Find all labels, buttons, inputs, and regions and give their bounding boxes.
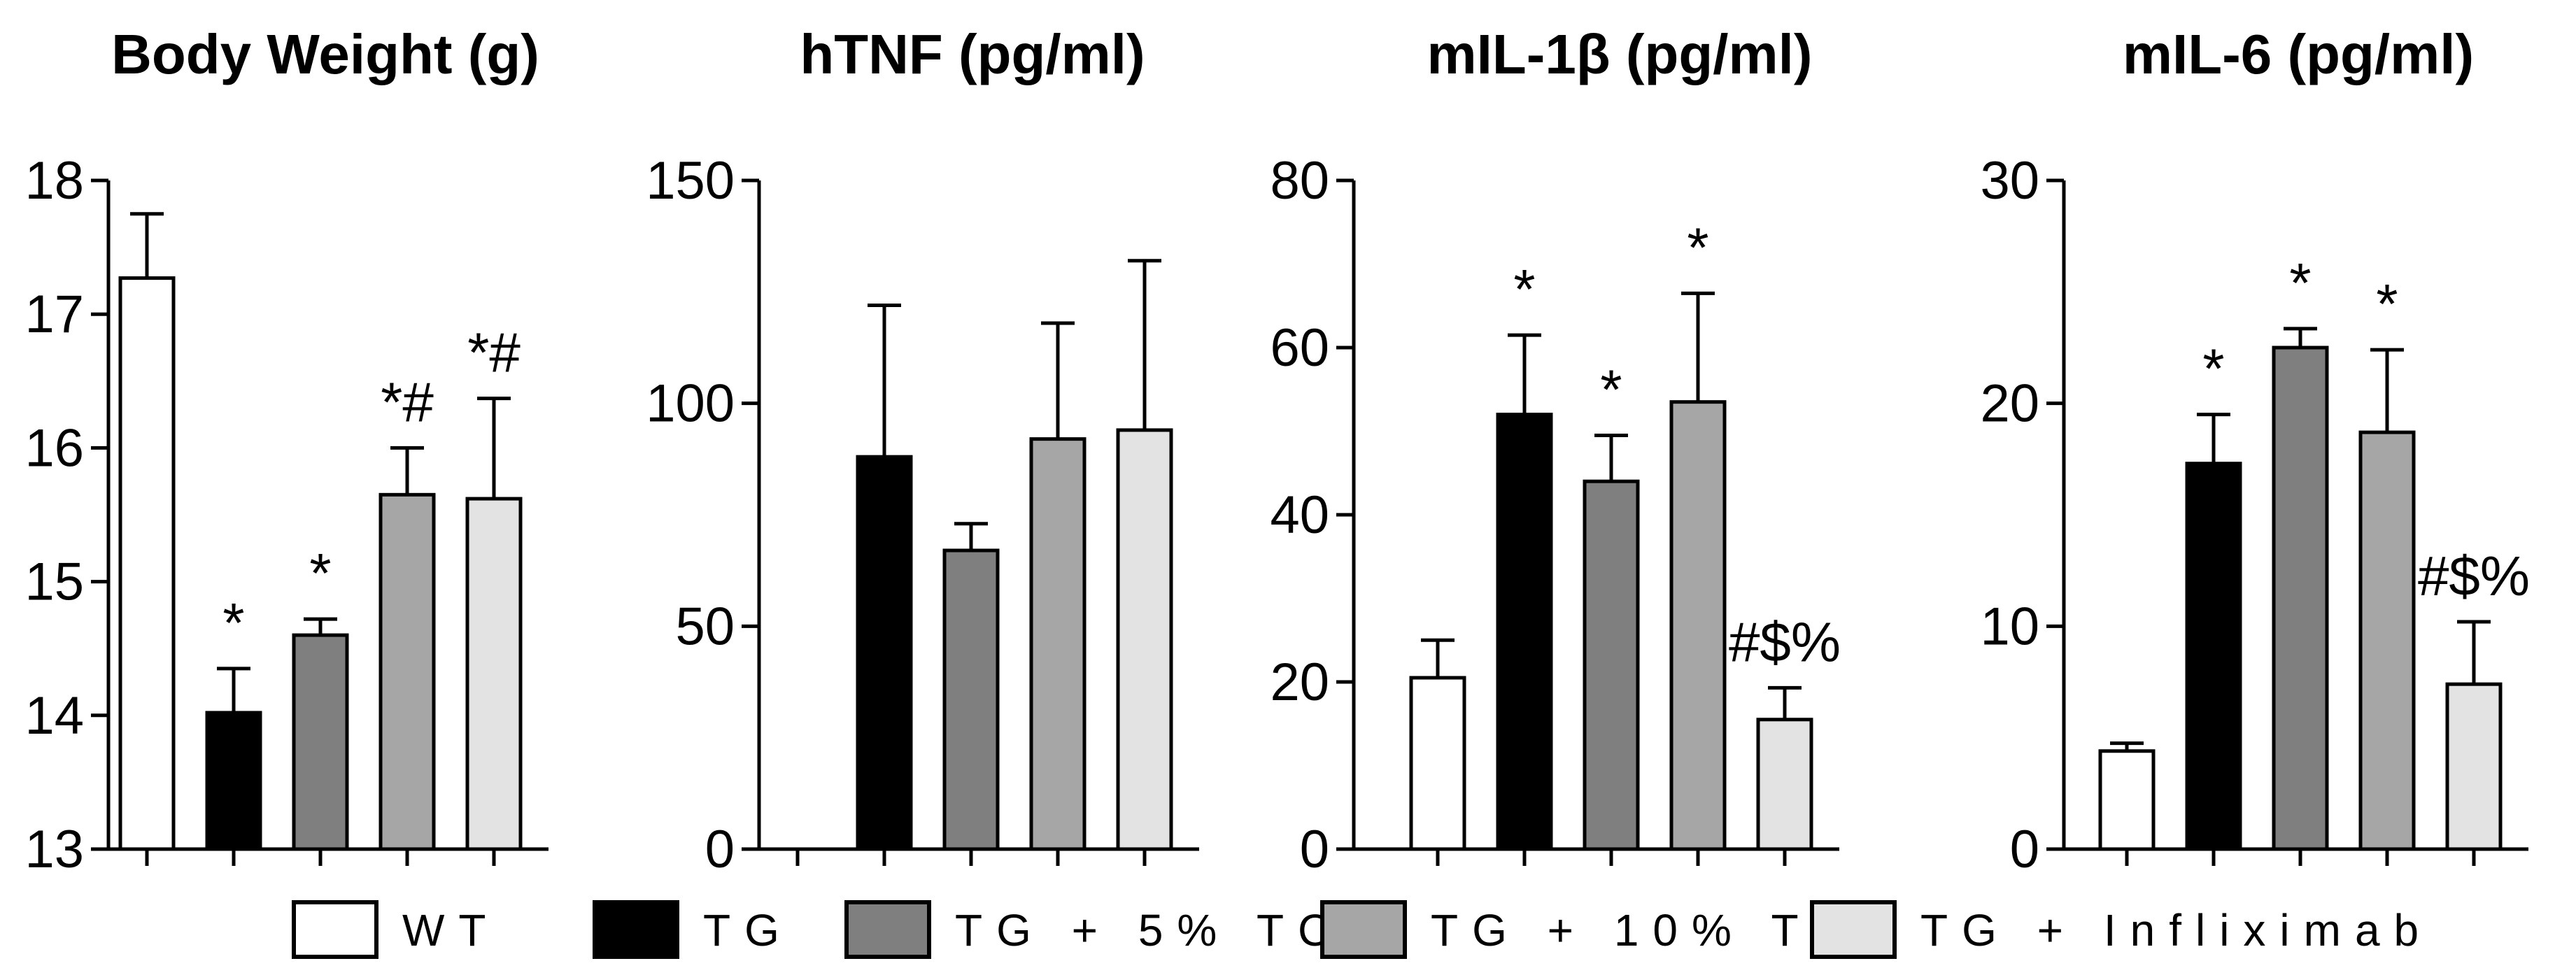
legend-swatch xyxy=(593,900,679,959)
y-tick-label: 100 xyxy=(646,374,735,434)
y-tick-label: 0 xyxy=(2010,820,2039,879)
y-tick-label: 20 xyxy=(1980,374,2039,434)
significance-label: * xyxy=(222,592,244,654)
bar-1 xyxy=(118,276,176,851)
y-tick-label: 30 xyxy=(1980,151,2039,211)
bar-1 xyxy=(2098,749,2156,851)
y-tick-label: 16 xyxy=(24,418,84,478)
bar-2 xyxy=(205,711,262,851)
legend-swatch xyxy=(292,900,378,959)
legend-label: TG + Infliximab xyxy=(1920,905,2433,955)
chart-panels: Body Weight (g) 13 14 15 16 17 18 * * *# *# hTNF (p… xyxy=(24,23,2530,879)
chart-panel-1: Body Weight (g) 13 14 15 16 17 18 * * *# *# xyxy=(24,23,549,879)
legend-item-2: TG xyxy=(593,900,793,959)
y-tick-label: 0 xyxy=(1300,820,1329,879)
chart-title: mIL-1β (pg/ml) xyxy=(1427,23,1812,85)
significance-label: #$% xyxy=(2418,545,2530,607)
y-tick-label: 15 xyxy=(24,553,84,612)
significance-label: #$% xyxy=(1729,611,1841,673)
y-tick-label: 18 xyxy=(24,151,84,211)
legend-label: WT xyxy=(402,905,500,955)
significance-label: * xyxy=(1600,358,1622,420)
chart-panel-3: mIL-1β (pg/ml) 0 20 40 60 80 * * * #$% xyxy=(1270,23,1841,879)
legend: WT TG TG + 5% TC TG + 10% TC TG + Infliximab xyxy=(292,900,2433,959)
bar-5 xyxy=(2445,682,2503,851)
y-tick-label: 150 xyxy=(646,151,735,211)
y-tick-label: 10 xyxy=(1980,597,2039,656)
bar-3 xyxy=(942,548,1000,851)
bar-4 xyxy=(2358,430,2416,851)
significance-label: *# xyxy=(381,371,434,433)
chart-panel-2: hTNF (pg/ml) 0 50 100 150 xyxy=(646,23,1199,879)
bar-3 xyxy=(1583,479,1640,851)
legend-swatch xyxy=(844,900,931,959)
bar-4 xyxy=(1029,437,1087,851)
bar-5 xyxy=(1756,718,1813,851)
significance-label: * xyxy=(1513,258,1535,320)
legend-label: TG xyxy=(703,905,793,955)
chart-title: mIL-6 (pg/ml) xyxy=(2123,23,2474,85)
y-tick-label: 20 xyxy=(1270,653,1329,712)
y-tick-label: 14 xyxy=(24,686,84,746)
legend-item-1: WT xyxy=(292,900,500,959)
chart-title: Body Weight (g) xyxy=(111,23,539,85)
significance-label: * xyxy=(309,542,331,604)
legend-item-4: TG + 10% TC xyxy=(1320,900,1859,959)
significance-label: * xyxy=(1687,216,1708,278)
legend-swatch xyxy=(1810,900,1897,959)
significance-label: * xyxy=(2202,338,2224,400)
bar-3 xyxy=(2272,346,2329,851)
bar-2 xyxy=(2185,462,2242,851)
chart-title: hTNF (pg/ml) xyxy=(800,23,1145,85)
y-tick-label: 80 xyxy=(1270,151,1329,211)
bar-1 xyxy=(1409,676,1466,851)
bar-3 xyxy=(292,633,349,851)
significance-label: * xyxy=(2289,252,2311,314)
y-tick-label: 17 xyxy=(24,285,84,344)
y-tick-label: 0 xyxy=(705,820,735,879)
legend-item-3: TG + 5% TC xyxy=(844,900,1344,959)
bar-4 xyxy=(1669,400,1727,851)
y-tick-label: 40 xyxy=(1270,485,1329,545)
y-tick-label: 60 xyxy=(1270,318,1329,378)
bar-5 xyxy=(1116,428,1173,851)
y-tick-label: 50 xyxy=(675,597,735,656)
significance-label: *# xyxy=(467,322,521,384)
significance-label: * xyxy=(2376,273,2398,335)
legend-item-5: TG + Infliximab xyxy=(1810,900,2433,959)
chart-panel-4: mIL-6 (pg/ml) 0 10 20 30 * * * #$% xyxy=(1980,23,2530,879)
bar-2 xyxy=(856,455,913,851)
legend-label: TG + 5% TC xyxy=(955,905,1344,955)
legend-swatch xyxy=(1320,900,1407,959)
bar-5 xyxy=(465,497,523,851)
y-tick-label: 13 xyxy=(24,820,84,879)
bar-2 xyxy=(1496,413,1553,851)
bar-4 xyxy=(378,492,436,851)
legend-label: TG + 10% TC xyxy=(1431,905,1859,955)
